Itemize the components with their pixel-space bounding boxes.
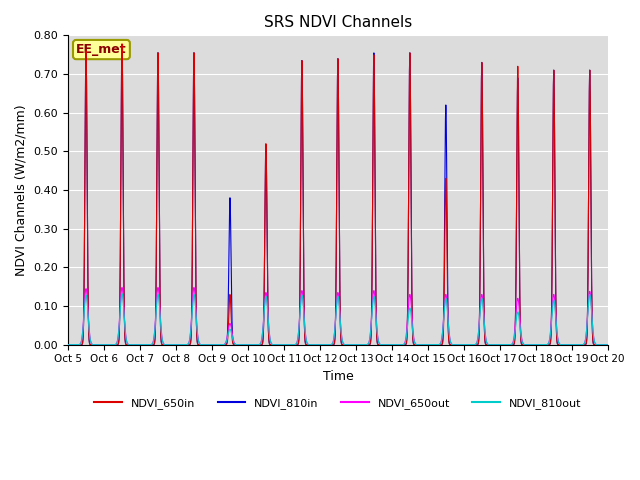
Title: SRS NDVI Channels: SRS NDVI Channels: [264, 15, 412, 30]
Legend: NDVI_650in, NDVI_810in, NDVI_650out, NDVI_810out: NDVI_650in, NDVI_810in, NDVI_650out, NDV…: [90, 394, 586, 413]
Y-axis label: NDVI Channels (W/m2/mm): NDVI Channels (W/m2/mm): [15, 104, 28, 276]
X-axis label: Time: Time: [323, 370, 353, 383]
Text: EE_met: EE_met: [76, 43, 127, 56]
